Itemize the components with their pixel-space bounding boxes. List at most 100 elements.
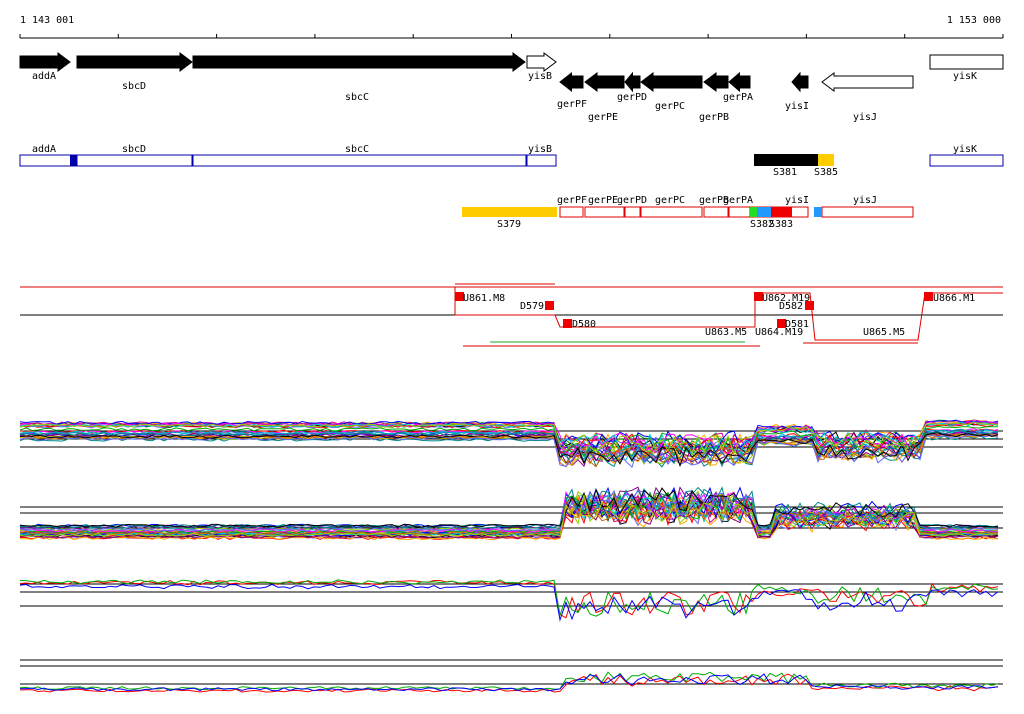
segment-flag: [545, 301, 554, 310]
expression-line: [19, 429, 999, 465]
transcript-label: yisI: [785, 195, 809, 206]
operon-box: [929, 154, 1004, 167]
segment-label: U865.M5: [863, 327, 905, 338]
operon-label: sbcD: [122, 144, 146, 155]
operon-label: S385: [814, 167, 838, 178]
transcript-bar: [814, 207, 822, 217]
transcript-bar: [757, 207, 771, 217]
operon-label: yisB: [528, 144, 552, 155]
operon-box: [192, 154, 527, 167]
operon-box: [76, 154, 193, 167]
transcript-label: gerPE: [588, 195, 618, 206]
gene-label: yisI: [785, 101, 809, 112]
operon-label: sbcC: [345, 144, 369, 155]
expression-line: [19, 673, 999, 692]
expression-line: [19, 671, 999, 691]
transcript-box: [624, 206, 641, 218]
gene-arrow: [791, 71, 809, 93]
expression-line: [19, 489, 999, 532]
segment-flag: [563, 319, 572, 328]
expression-line: [19, 583, 999, 622]
gene-label: gerPD: [617, 92, 647, 103]
expression-line: [19, 425, 998, 457]
gene-arrow: [584, 72, 625, 92]
transcript-label: S382: [750, 219, 774, 230]
expression-line: [19, 673, 999, 693]
expression-line: [19, 494, 999, 537]
segment-label: U863.M5: [705, 327, 747, 338]
ruler-start: 1 143 001: [20, 15, 74, 26]
gene-arrow: [703, 72, 729, 92]
operon-label: addA: [32, 144, 56, 155]
segment-flag: [455, 292, 464, 301]
transcript-label: S379: [497, 219, 521, 230]
expression-line: [19, 421, 999, 456]
segment-label: U862.M19: [762, 293, 810, 304]
expression-line: [19, 497, 999, 539]
gene-label: gerPF: [557, 99, 587, 110]
gene-label: yisK: [953, 71, 977, 82]
gene-arrow: [19, 52, 71, 72]
segment-label: U861.M8: [463, 293, 505, 304]
gene-arrow: [559, 71, 584, 93]
ruler-end: 1 153 000: [947, 15, 1001, 26]
segment-path: [20, 286, 1003, 341]
transcript-label: gerPA: [723, 195, 753, 206]
transcript-box: [703, 206, 729, 218]
operon-box: [526, 154, 557, 167]
transcript-box: [728, 206, 751, 218]
segment-label: D579: [520, 301, 544, 312]
transcript-bar: [771, 207, 792, 217]
gene-label: sbcC: [345, 92, 369, 103]
transcript-label: gerPF: [557, 195, 587, 206]
gene-label: gerPC: [655, 101, 685, 112]
expression-line: [19, 490, 999, 533]
segment-label: D582: [779, 301, 803, 312]
segment-flag: [754, 292, 763, 301]
transcript-label: gerPD: [617, 195, 647, 206]
gene-arrow: [624, 71, 641, 93]
operon-label: yisK: [953, 144, 977, 155]
operon-bar: [754, 154, 818, 166]
gene-arrow: [526, 52, 557, 72]
segment-label: D580: [572, 319, 596, 330]
gene-arrow: [728, 71, 751, 93]
transcript-label: gerPB: [699, 195, 729, 206]
operon-box: [19, 154, 77, 167]
transcript-box: [584, 206, 625, 218]
operon-mark: [70, 155, 77, 166]
gene-label: sbcD: [122, 81, 146, 92]
transcript-box: [640, 206, 703, 218]
operon-bar: [818, 154, 834, 166]
gene-label: addA: [32, 71, 56, 82]
expression-line: [19, 432, 999, 468]
transcript-bar: [462, 207, 557, 217]
segment-label: U864.M19: [755, 327, 803, 338]
expression-line: [19, 494, 999, 537]
transcript-box: [821, 206, 914, 218]
gene-label: yisJ: [853, 112, 877, 123]
segment-flag: [777, 319, 786, 328]
gene-arrow: [76, 52, 193, 72]
transcript-label: gerPC: [655, 195, 685, 206]
transcript-box: [559, 206, 584, 218]
expression-line: [19, 488, 999, 530]
expression-line: [19, 434, 999, 469]
gene-label: gerPA: [723, 92, 753, 103]
transcript-label: S383: [769, 219, 793, 230]
segment-label: U866.M1: [933, 293, 975, 304]
gene-label: gerPE: [588, 112, 618, 123]
gene-label: yisB: [528, 71, 552, 82]
expression-line: [19, 487, 998, 528]
gene-arrow: [821, 72, 914, 92]
gene-label: gerPB: [699, 112, 729, 123]
transcript-label: yisJ: [853, 195, 877, 206]
gene-arrow: [192, 52, 526, 72]
gene-arrow: [640, 72, 703, 92]
segment-flag: [805, 301, 814, 310]
expression-line: [19, 579, 999, 617]
operon-label: S381: [773, 167, 797, 178]
segment-flag: [924, 292, 933, 301]
gene-arrow: [929, 54, 1004, 70]
